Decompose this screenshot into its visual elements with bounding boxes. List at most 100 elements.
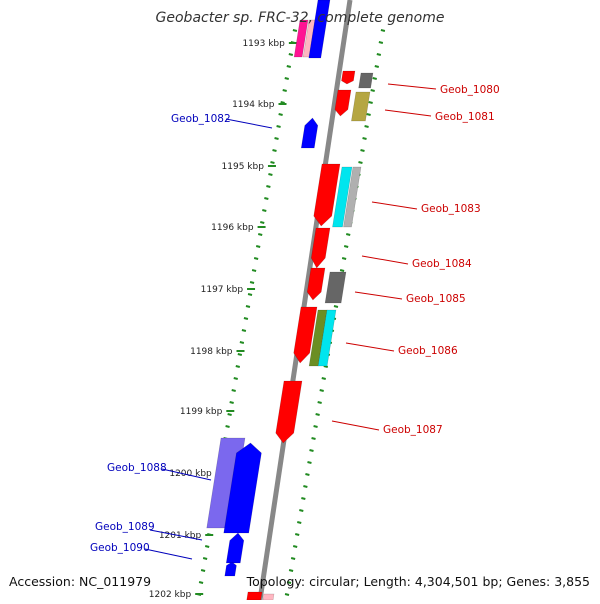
gene-block [275,380,303,444]
track-dot [276,125,281,128]
track-dot [288,569,294,572]
track-dot [374,65,380,68]
track-dot [376,53,382,56]
tick-label: 1200 kbp [169,469,212,479]
gene-label-geob_1088: Geob_1088 [107,462,167,474]
track-dot [343,245,349,248]
track-dot [257,233,263,236]
track-dot [294,533,300,536]
track-dot [233,377,238,380]
gene-leader-line [371,201,418,210]
track-dot [292,545,298,548]
gene-leader-line [161,468,212,481]
track-dot [321,377,326,380]
track-dot [284,593,290,596]
genome-summary-text: Topology: circular; Length: 4,304,501 bp… [246,574,590,589]
track-dot [241,329,247,332]
gene-block [358,72,374,89]
track-dot [380,29,386,32]
track-dot [378,41,384,44]
gene-block [293,19,309,58]
track-dot [270,161,275,164]
gene-block [308,0,331,59]
track-dot [268,173,273,176]
gene-block [313,163,341,227]
gene-block [225,532,245,564]
track-dot [286,65,292,68]
track-dot [311,437,316,440]
gene-leader-line [387,83,437,90]
track-dot [362,137,367,140]
track-dot [370,89,375,92]
track-dot [274,137,279,140]
track-dot [231,389,236,392]
tick-label: 1202 kbp [149,590,192,600]
track-dot [249,281,255,284]
track-dot [253,257,259,260]
track-dot [282,89,287,92]
tick-label: 1194 kbp [232,100,275,110]
track-dot [204,545,210,548]
gene-label-geob_1083: Geob_1083 [421,203,481,215]
track-dot [239,341,245,344]
track-dot [200,569,206,572]
gene-label-geob_1086: Geob_1086 [398,345,458,357]
gene-block [324,271,347,304]
gene-label-geob_1084: Geob_1084 [412,258,472,270]
track-dot [262,209,267,212]
track-dot [278,113,283,116]
track-dot [202,557,208,560]
track-dot [323,365,329,368]
track-dot [284,77,289,80]
track-dot [251,269,257,272]
track-dot [288,53,294,56]
gene-block [332,166,353,228]
tick-label: 1198 kbp [190,347,233,357]
track-dot [341,257,347,260]
gene-label-geob_1090: Geob_1090 [90,542,150,554]
track-dot [290,557,296,560]
track-dot [307,461,312,464]
track-dot [364,125,369,128]
backbone-line [257,0,353,601]
track-dot [297,521,302,524]
track-dot [266,185,271,188]
track-dot [235,365,241,368]
track-dot [247,293,253,296]
gene-label-geob_1087: Geob_1087 [383,424,443,436]
gene-block [293,306,318,364]
gene-block [306,267,326,301]
track-dot [225,425,230,428]
track-dot [313,425,318,428]
track-dot [303,485,308,488]
track-dot [345,233,351,236]
track-dot [333,305,339,308]
track-dot [292,29,298,32]
gene-block [223,442,262,534]
track-dot [305,473,310,476]
gene-block [262,593,275,601]
tick-label: 1195 kbp [222,162,265,172]
track-dot [198,581,204,584]
gene-block [334,89,352,117]
track-dot [358,161,363,164]
gene-leader-line [331,420,380,431]
labels-layer: Geob_1080 Geob_1081 Geob_1082 Geob_1083 Geob… [90,83,500,560]
track-dot [237,353,243,356]
gene-block [343,166,362,228]
gene-leader-line [149,529,203,541]
track-dot [317,401,322,404]
gene-block [341,70,356,85]
gene-leader-line [361,255,409,265]
track-dot [301,497,306,500]
map-title: Geobacter sp. FRC-32, complete genome [155,10,445,26]
gene-label-geob_1082: Geob_1082 [171,113,231,125]
accession-text: Accession: NC_011979 [9,574,152,589]
gene-label-geob_1089: Geob_1089 [95,521,155,533]
track-dot [286,581,292,584]
track-dot [299,509,304,512]
gene-leader-line [384,109,432,117]
track-dot [243,317,249,320]
track-dot [319,389,324,392]
track-dot [272,149,277,152]
